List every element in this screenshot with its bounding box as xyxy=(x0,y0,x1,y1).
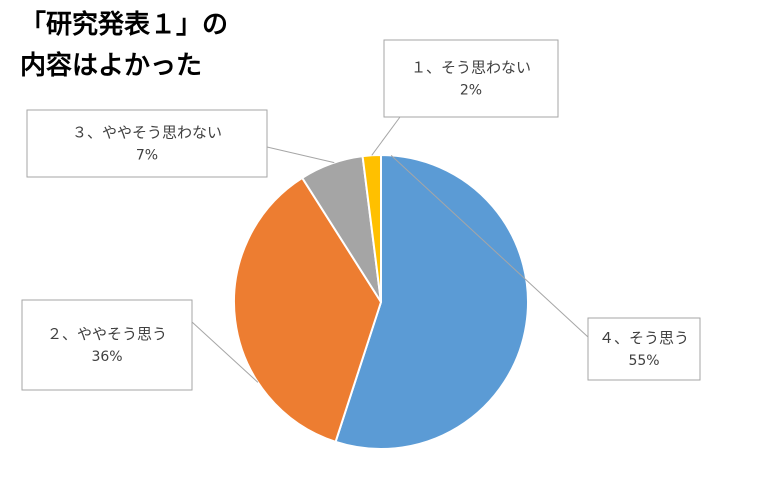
slice-percent-label: 55% xyxy=(628,353,659,369)
slice-category-label: １、そう思わない xyxy=(411,59,531,77)
pie-slice xyxy=(233,176,383,444)
slice-category-label: ４、そう思う xyxy=(599,329,689,347)
data-label-box xyxy=(383,39,559,118)
slice-percent-label: 36% xyxy=(91,349,122,365)
data-label-box xyxy=(587,317,701,381)
data-label-box xyxy=(21,299,193,391)
chart-title: 「研究発表１」の 内容はよかった xyxy=(20,10,229,81)
slice-category-label: ３、ややそう思わない xyxy=(72,124,222,142)
slice-category-label: ２、ややそう思う xyxy=(47,325,167,343)
pie-slice xyxy=(334,153,529,450)
leader-line xyxy=(266,146,335,164)
slice-percent-label: 2% xyxy=(460,83,482,99)
leader-line xyxy=(191,321,259,383)
leader-line xyxy=(390,154,589,338)
pie-slices xyxy=(233,153,529,450)
leader-line xyxy=(371,116,401,156)
data-label-box xyxy=(26,109,268,178)
slice-percent-label: 7% xyxy=(136,148,158,164)
data-labels: ４、そう思う 55% ２、ややそう思う 36% ３、ややそう思わない 7% １、そう思わない… xyxy=(21,39,701,391)
